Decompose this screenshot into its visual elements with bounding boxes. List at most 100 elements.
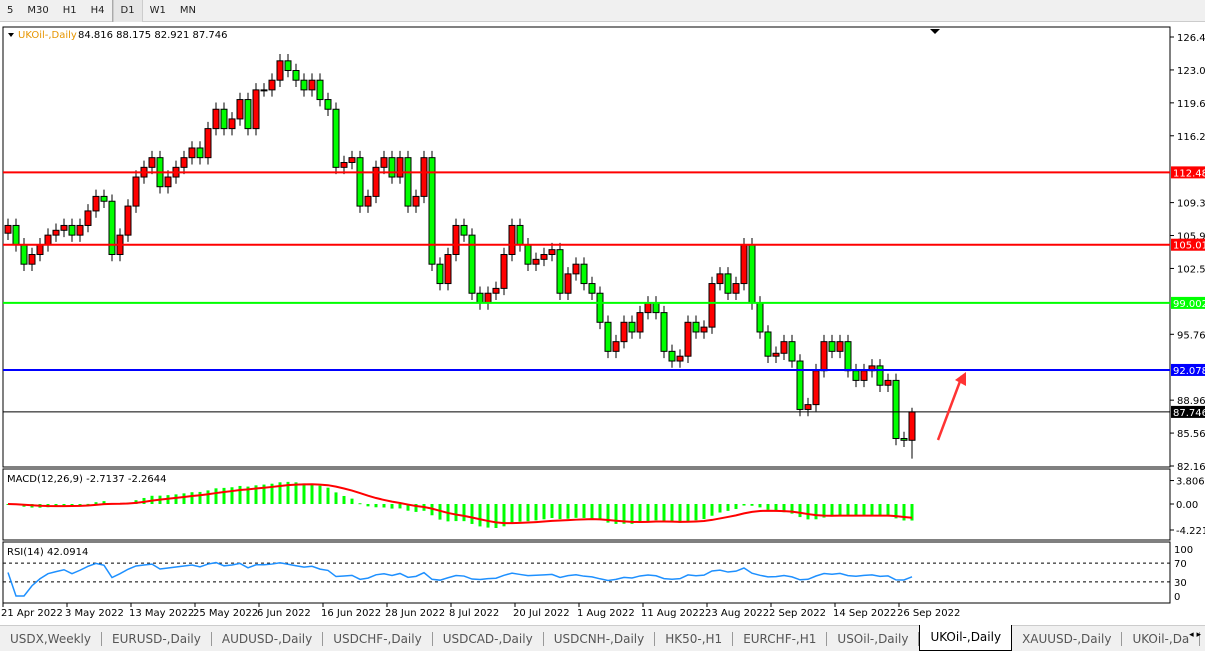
candle-body [756,302,764,333]
chart-tab[interactable]: USDCAD-,Daily [433,631,544,646]
candle-body [228,118,236,130]
candle-body [276,60,284,81]
rsi-line [7,561,913,597]
macd-histogram-bar [214,488,218,504]
timeframe-5[interactable]: 5 [7,5,14,16]
candle-body [788,341,796,362]
macd-histogram-bar [902,504,906,521]
candle-body [492,287,500,294]
candle-body [108,200,116,256]
macd-histogram-bar [206,490,210,504]
date-tick-label: 3 May 2022 [65,608,124,619]
timeframe-h1[interactable]: H1 [62,5,77,16]
chart-tab[interactable]: XAUUSD-,Daily [1012,631,1123,646]
macd-histogram-bar [310,484,314,504]
candle-body [804,404,812,410]
symbol-label: UKOil-,Daily [18,30,77,41]
collapse-triangle-icon [8,33,14,37]
candle-body [44,234,52,246]
chart-tab[interactable]: EURCHF-,H1 [733,631,828,646]
candle-body [388,157,396,178]
chart-tab[interactable]: USOil-,Daily [827,631,920,646]
chart-tab[interactable]: HK50-,H1 [655,631,734,646]
candle-body [68,224,76,236]
macd-histogram-bar [838,504,842,516]
arrow-annotation [936,375,964,441]
chart-tab[interactable]: UKOil-,Da [1122,631,1201,646]
macd-histogram-bar [726,504,730,511]
candle-body [284,60,292,72]
candle-body [596,292,604,323]
macd-histogram-bar [798,504,802,518]
timeframe-mn[interactable]: MN [179,5,196,16]
arrow-head-icon [955,372,966,386]
candle-body [324,99,332,110]
candle-body [812,370,820,406]
candle-body [420,157,428,197]
macd-histogram-bar [742,504,746,506]
chart-tab[interactable]: AUDUSD-,Daily [212,631,324,646]
timeframe-h4[interactable]: H4 [90,5,105,16]
candle-body [444,254,452,285]
macd-tick-label: 3.8067 [1176,477,1205,488]
candle-body [220,108,228,130]
candle-body [380,157,388,168]
macd-histogram-bar [830,504,834,517]
macd-histogram-bar [566,504,570,519]
candle-body [340,162,348,168]
macd-histogram-bar [462,504,466,522]
candle-body [540,254,548,260]
timeframe-w1[interactable]: W1 [149,5,166,16]
price-tick-label: 88.960 [1177,396,1205,407]
candle-body [828,341,836,352]
macd-histogram-bar [646,504,650,522]
timeframe-m30[interactable]: M30 [27,5,49,16]
candle-body [588,283,596,294]
main-pane [2,26,1171,468]
candle-body [900,437,908,441]
tab-scroll-arrows[interactable]: ◂ ▸ [1189,630,1201,640]
macd-histogram-bar [494,504,498,529]
macd-histogram-bar [638,504,642,523]
candle-body [740,244,748,285]
price-chart[interactable]: 126.460 123.060 119.660 116.260 109.360 105.9… [0,24,1205,624]
macd-histogram-bar [814,504,818,520]
macd-histogram-bar [62,504,66,506]
macd-histogram-bar [886,504,890,516]
candle-body [84,210,92,226]
candle-body [260,89,268,92]
candle-body [532,258,540,265]
candle-body [764,331,772,357]
macd-histogram-bar [278,482,282,504]
macd-histogram-bar [806,504,810,520]
chart-tab[interactable]: EURUSD-,Daily [102,631,212,646]
candle-body [604,321,612,352]
macd-histogram-bar [230,487,234,504]
timeframe-d1[interactable]: D1 [112,0,143,22]
candle-body [476,292,484,304]
rsi-tick-label: 0 [1174,592,1180,603]
macd-histogram-bar [318,485,322,504]
candle-body [884,379,892,386]
date-tick-label: 14 Sep 2022 [833,608,896,619]
candle-body [716,273,724,285]
chart-tab[interactable]: USDCNH-,Daily [544,631,656,646]
macd-histogram-bar [70,504,74,506]
macd-histogram-bar [654,504,658,521]
candle-body [100,195,108,202]
macd-histogram-bar [518,504,522,522]
level-price-label: 87.746 [1173,408,1205,419]
level-price-label: 99.002 [1173,299,1205,310]
candle-body [52,229,60,236]
candle-body [316,79,324,101]
price-tick-label: 82.160 [1177,462,1205,473]
chart-tab[interactable]: USDX,Weekly [0,631,102,646]
macd-histogram-bar [334,492,338,504]
chart-tab[interactable]: USDCHF-,Daily [323,631,433,646]
macd-histogram-bar [694,504,698,521]
chart-tab[interactable]: UKOil-,Daily [919,624,1013,651]
macd-histogram-bar [486,504,490,528]
candle-body [236,99,244,120]
macd-histogram-bar [222,487,226,504]
macd-histogram-bar [350,498,354,504]
